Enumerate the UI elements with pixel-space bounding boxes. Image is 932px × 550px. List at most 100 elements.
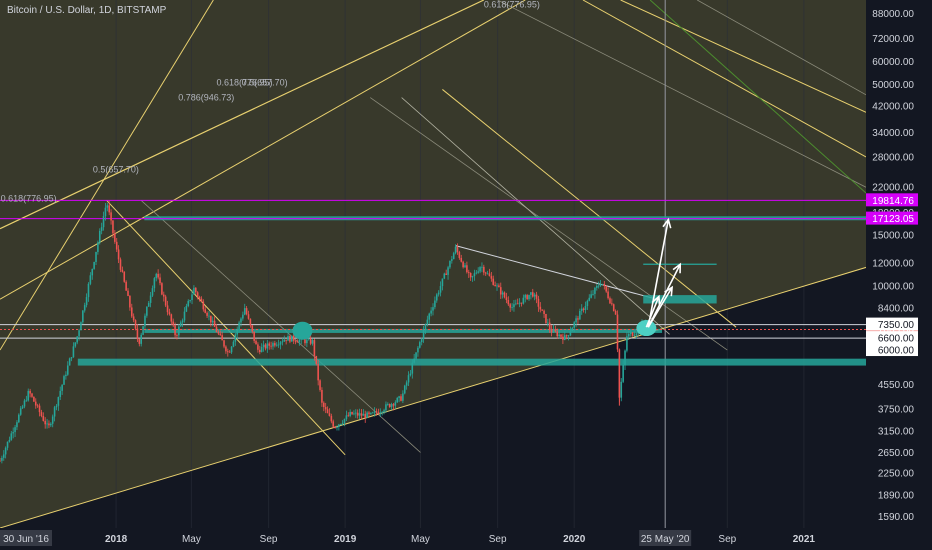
- candle-body: [202, 301, 205, 310]
- candle-body: [573, 322, 575, 328]
- fib-label: 0.5(657.70): [242, 78, 288, 88]
- candle-body: [294, 340, 297, 342]
- candle-body: [80, 322, 82, 331]
- candle-body: [358, 413, 361, 416]
- time-tick-label: Sep: [260, 534, 278, 545]
- candle-body: [437, 292, 440, 295]
- candle-body: [550, 329, 553, 333]
- candle-body: [12, 432, 14, 434]
- time-tick-label: May: [411, 534, 430, 545]
- candle-body: [543, 310, 545, 314]
- candle-body: [430, 310, 432, 314]
- candle-body: [477, 271, 479, 273]
- candle-body: [394, 402, 397, 406]
- price-tick-label: 72000.00: [872, 34, 914, 45]
- candle-body: [356, 412, 359, 416]
- candle-body: [189, 300, 191, 301]
- fib-label: 0.618(776.95): [484, 0, 540, 9]
- candle-body: [19, 408, 22, 415]
- fib-line: [140, 200, 421, 453]
- candle-body: [27, 390, 30, 401]
- candle-body: [238, 322, 240, 330]
- candle-body: [6, 441, 9, 448]
- candle-body: [503, 292, 506, 298]
- candle-body: [321, 389, 323, 403]
- candle-body: [242, 314, 244, 319]
- price-tick-label: 4550.00: [878, 380, 915, 391]
- candle-body: [319, 380, 321, 390]
- price-label: 19814.76: [872, 196, 914, 207]
- candle-body: [635, 333, 638, 335]
- candle-body: [8, 439, 11, 442]
- candle-body: [217, 332, 220, 334]
- candle-body: [223, 340, 225, 347]
- candle-body: [582, 308, 585, 310]
- candle-body: [262, 344, 265, 347]
- candle-body: [204, 309, 207, 313]
- candle-body: [556, 331, 559, 337]
- candle-body: [511, 307, 513, 308]
- candle-body: [70, 357, 73, 359]
- fib-label: 0.618(776.95): [1, 193, 57, 203]
- candle-body: [620, 381, 623, 398]
- price-tick-label: 22000.00: [872, 183, 914, 194]
- candle-body: [473, 273, 476, 277]
- candle-body: [439, 286, 442, 293]
- candle-body: [2, 454, 5, 458]
- arrow-head: [672, 262, 682, 274]
- candle-body: [268, 343, 271, 346]
- candle-body: [162, 294, 165, 297]
- candle-body: [313, 340, 316, 356]
- price-axis[interactable]: 88000.00 72000.00 60000.00 50000.00 42000.00…: [866, 0, 932, 550]
- zone-rect: [144, 328, 663, 333]
- candle-body: [10, 433, 13, 440]
- price-label-bg: [866, 193, 918, 207]
- price-marker-bg: [866, 317, 918, 331]
- candle-body: [483, 266, 485, 273]
- candle-body: [590, 294, 592, 298]
- candle-body: [151, 288, 154, 296]
- candle-body: [130, 307, 133, 317]
- candle-body: [51, 416, 54, 424]
- time-tick-label: 30 Jun '16: [3, 534, 49, 545]
- price-axis-bg: [866, 0, 932, 550]
- candle-body: [65, 374, 67, 377]
- candle-body: [339, 423, 342, 425]
- candle-body: [424, 324, 427, 330]
- zone-rect: [77, 358, 866, 366]
- candle-body: [25, 400, 28, 402]
- candle-body: [159, 277, 161, 284]
- candle-body: [513, 304, 515, 308]
- candle-body: [413, 358, 415, 363]
- candle-body: [196, 292, 199, 297]
- candle-body: [580, 308, 583, 311]
- candle-body: [326, 409, 329, 414]
- candle-body: [91, 268, 94, 276]
- candle-body: [18, 414, 20, 423]
- time-axis[interactable]: 30 Jun '16 2018 May Sep 2019 May Sep 2020 25 May…: [0, 528, 932, 550]
- candle-body: [388, 404, 391, 407]
- candle-body: [360, 413, 363, 416]
- candle-body: [100, 227, 103, 231]
- candle-body: [567, 335, 570, 337]
- candle-body: [631, 332, 634, 336]
- candle-body: [492, 278, 495, 285]
- candle-body: [257, 344, 259, 350]
- candle-body: [370, 412, 372, 414]
- candle-body: [72, 346, 75, 358]
- candle-body: [577, 318, 579, 320]
- candle-body: [626, 336, 628, 351]
- candle-body: [287, 335, 289, 341]
- zone-rect: [643, 295, 717, 304]
- candle-body: [283, 339, 286, 342]
- candle-body: [23, 400, 26, 407]
- candle-body: [138, 339, 141, 344]
- time-marker-bg: [0, 530, 52, 546]
- candle-body: [422, 329, 425, 340]
- candle-body: [285, 339, 287, 341]
- price-marker-bg: [866, 331, 918, 345]
- candle-body: [304, 339, 306, 344]
- candle-body: [153, 278, 156, 289]
- price-tick-label: 42000.00: [872, 102, 914, 113]
